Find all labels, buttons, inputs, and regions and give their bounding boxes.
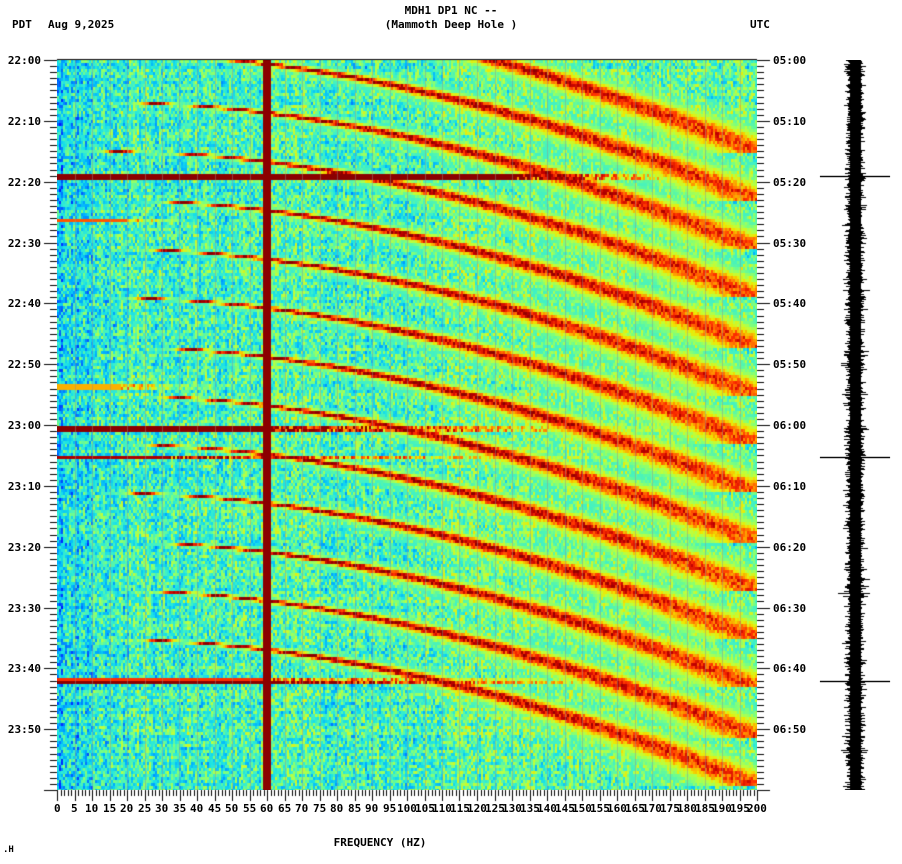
right-time-tick-label: 05:10: [773, 115, 807, 128]
left-time-tick-label: 22:30: [7, 237, 41, 250]
frequency-tick-label: 185: [695, 802, 715, 815]
right-time-tick-label: 06:10: [773, 480, 807, 493]
frequency-tick-label: 170: [642, 802, 662, 815]
frequency-tick-label: 40: [190, 802, 204, 815]
spectrogram-heatmap: [57, 60, 757, 790]
right-time-tick-label: 05:40: [773, 297, 807, 310]
frequency-tick-label: 25: [138, 802, 152, 815]
left-time-tick-label: 23:40: [7, 662, 41, 675]
header-station-title: MDH1 DP1 NC --: [404, 4, 498, 17]
frequency-tick-label: 120: [467, 802, 487, 815]
frequency-tick-label: 80: [330, 802, 344, 815]
right-time-tick-label: 05:30: [773, 237, 807, 250]
frequency-tick-label: 15: [103, 802, 117, 815]
left-time-tick-label: 23:30: [7, 602, 41, 615]
right-time-tick-label: 05:50: [773, 358, 807, 371]
frequency-tick-label: 90: [365, 802, 379, 815]
frequency-tick-label: 125: [485, 802, 505, 815]
frequency-tick-label: 100: [397, 802, 417, 815]
frequency-tick-label: 115: [450, 802, 470, 815]
frequency-tick-label: 135: [520, 802, 540, 815]
right-time-tick-label: 05:20: [773, 176, 807, 189]
frequency-tick-label: 70: [295, 802, 309, 815]
frequency-tick-label: 160: [607, 802, 627, 815]
frequency-tick-label: 180: [677, 802, 697, 815]
frequency-tick-label: 145: [555, 802, 575, 815]
right-time-tick-label: 06:30: [773, 602, 807, 615]
left-time-tick-label: 22:10: [7, 115, 41, 128]
frequency-tick-label: 30: [155, 802, 169, 815]
frequency-tick-label: 140: [537, 802, 557, 815]
seismic-trace-panel: [820, 60, 890, 790]
frequency-axis-title: FREQUENCY (HZ): [333, 836, 427, 849]
frequency-tick-label: 110: [432, 802, 452, 815]
right-time-tick-label: 06:50: [773, 723, 807, 736]
corner-artifact-mark: .H: [3, 845, 14, 855]
frequency-tick-label: 45: [208, 802, 222, 815]
left-time-tick-label: 23:00: [7, 419, 41, 432]
frequency-tick-label: 165: [625, 802, 645, 815]
right-time-tick-label: 06:20: [773, 541, 807, 554]
left-time-tick-label: 23:50: [7, 723, 41, 736]
frequency-tick-label: 35: [173, 802, 187, 815]
left-time-tick-label: 22:20: [7, 176, 41, 189]
frequency-tick-label: 150: [572, 802, 592, 815]
frequency-tick-label: 155: [590, 802, 610, 815]
right-time-tick-label: 05:00: [773, 54, 807, 67]
frequency-tick-label: 10: [85, 802, 99, 815]
frequency-tick-label: 0: [54, 802, 61, 815]
right-time-tick-label: 06:00: [773, 419, 807, 432]
frequency-tick-label: 175: [660, 802, 680, 815]
frequency-tick-label: 195: [730, 802, 750, 815]
frequency-tick-label: 75: [313, 802, 327, 815]
right-time-tick-label: 06:40: [773, 662, 807, 675]
frequency-tick-label: 130: [502, 802, 522, 815]
frequency-tick-label: 50: [225, 802, 239, 815]
frequency-tick-label: 60: [260, 802, 274, 815]
frequency-tick-label: 200: [747, 802, 767, 815]
left-time-tick-label: 22:40: [7, 297, 41, 310]
frequency-tick-label: 85: [348, 802, 362, 815]
frequency-tick-label: 20: [120, 802, 134, 815]
frequency-tick-label: 95: [383, 802, 397, 815]
left-time-tick-label: 23:20: [7, 541, 41, 554]
frequency-tick-label: 105: [415, 802, 435, 815]
frequency-tick-label: 190: [712, 802, 732, 815]
frequency-tick-label: 55: [243, 802, 257, 815]
left-time-tick-label: 23:10: [7, 480, 41, 493]
frequency-tick-label: 5: [71, 802, 78, 815]
frequency-tick-label: 65: [278, 802, 292, 815]
header-timezone-right: UTC: [750, 18, 770, 31]
left-time-tick-label: 22:00: [7, 54, 41, 67]
left-time-tick-label: 22:50: [7, 358, 41, 371]
